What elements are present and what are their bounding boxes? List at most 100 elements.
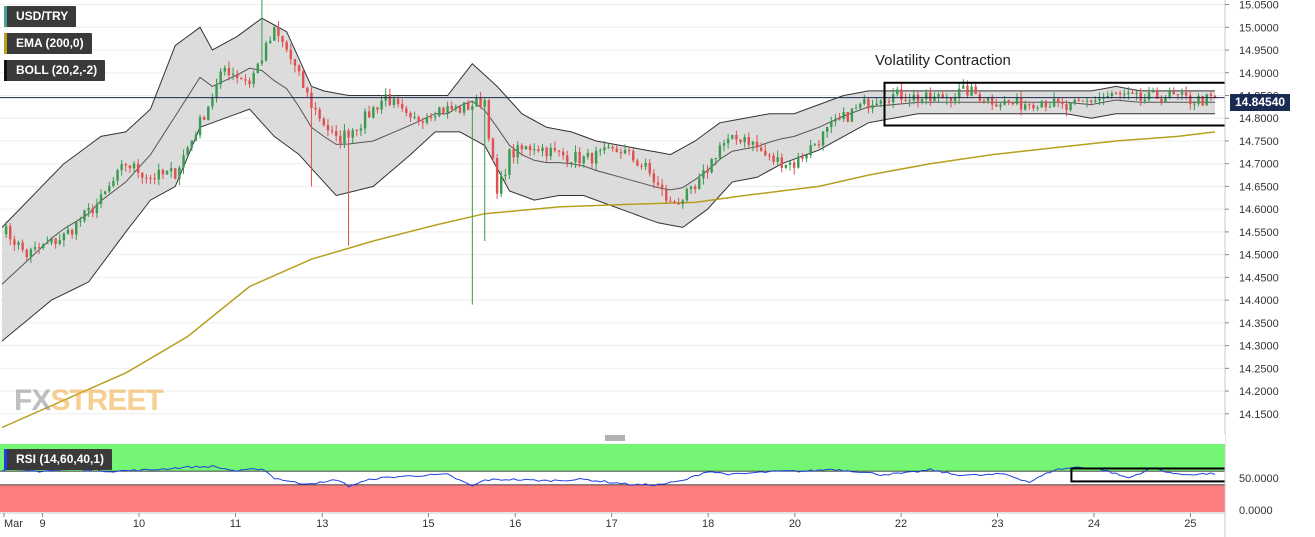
x-tick-label: 25 — [1184, 518, 1196, 530]
candle-body — [747, 137, 750, 145]
watermark-fx: FX — [14, 384, 51, 417]
candle-body — [1073, 99, 1076, 103]
rsi-neutral-zone — [0, 471, 1225, 485]
y-axis: 15.050015.000014.950014.900014.850014.80… — [1224, 0, 1315, 537]
candle-body — [347, 130, 350, 138]
candle-body — [743, 137, 746, 143]
candle-body — [37, 247, 41, 249]
candle-body — [858, 103, 862, 108]
rsi-swatch — [4, 449, 7, 470]
rsi-oversold-zone — [0, 484, 1225, 512]
candle-body — [421, 121, 425, 123]
candle-body — [87, 208, 90, 211]
candle-body — [186, 147, 189, 156]
candle-body — [83, 210, 86, 221]
candle-body — [1081, 100, 1085, 102]
candle-body — [652, 173, 656, 183]
candle-body — [62, 233, 66, 241]
candle-body — [1213, 95, 1217, 99]
candle-body — [409, 112, 412, 118]
candle-body — [231, 74, 235, 76]
candle-body — [116, 170, 119, 181]
candle-body — [50, 238, 53, 243]
x-tick-label: 10 — [133, 518, 145, 530]
x-tick-label: 17 — [606, 518, 618, 530]
legend-symbol[interactable]: USD/TRY — [4, 6, 77, 27]
boll-swatch — [4, 60, 7, 81]
candle-body — [780, 157, 783, 168]
candle-body — [830, 121, 833, 127]
candle-body — [58, 240, 61, 245]
candle-body — [933, 96, 936, 102]
candle-body — [136, 163, 140, 173]
candle-body — [553, 147, 557, 151]
candle-body — [520, 145, 524, 150]
candle-body — [1003, 100, 1006, 105]
legend-boll[interactable]: BOLL (20,2,-2) — [4, 60, 106, 81]
candle-body — [227, 68, 231, 76]
candle-body — [103, 191, 107, 195]
candle-body — [1085, 100, 1089, 102]
candle-body — [594, 150, 598, 164]
panel-splitter[interactable] — [0, 434, 1225, 444]
y-tick-label: 14.3500 — [1239, 318, 1279, 330]
candle-body — [174, 168, 177, 179]
candle-body — [454, 106, 458, 110]
candle-body — [479, 97, 482, 107]
candle-body — [698, 178, 701, 190]
candle-body — [871, 105, 874, 109]
candle-body — [834, 118, 837, 122]
candle-body — [256, 63, 260, 74]
candle-body — [1015, 97, 1019, 105]
candle-body — [599, 150, 602, 152]
y-tick-label: 14.6500 — [1239, 181, 1279, 193]
candle-body — [145, 177, 148, 179]
candle-body — [1040, 101, 1043, 108]
candle-body — [281, 36, 284, 43]
axis-background — [1225, 0, 1315, 537]
candle-body — [1156, 91, 1159, 99]
candle-body — [29, 249, 33, 257]
candle-body — [1135, 92, 1138, 94]
candle-body — [850, 108, 854, 122]
candle-body — [458, 106, 462, 113]
candle-body — [920, 99, 924, 102]
candle-body — [557, 150, 561, 152]
candle-body — [582, 156, 585, 164]
candle-body — [194, 135, 198, 141]
candle-body — [334, 130, 338, 136]
candle-body — [1007, 100, 1010, 103]
candle-body — [112, 180, 115, 186]
rsi-tick-label: 50.0000 — [1239, 473, 1279, 485]
y-tick-label: 15.0000 — [1239, 22, 1279, 34]
candle-body — [887, 101, 891, 103]
x-tick-label: 15 — [422, 518, 434, 530]
candle-body — [1172, 91, 1175, 95]
candle-body — [66, 229, 70, 234]
candle-body — [941, 94, 944, 99]
candle-body — [813, 144, 816, 146]
watermark-street: STREET — [50, 384, 163, 417]
candle-body — [289, 49, 293, 60]
candle-body — [248, 80, 251, 85]
candle-body — [442, 107, 445, 113]
candle-body — [1143, 99, 1147, 101]
legend-rsi[interactable]: RSI (14,60,40,1) — [4, 449, 113, 470]
candle-body — [619, 152, 623, 154]
candle-body — [467, 102, 470, 110]
candle-body — [706, 170, 709, 173]
current-price-tag: 14.84540 — [1230, 94, 1291, 111]
y-tick-label: 14.1500 — [1239, 409, 1279, 421]
candle-body — [673, 201, 676, 204]
candle-body — [95, 203, 99, 214]
candle-body — [99, 194, 103, 204]
candle-body — [908, 100, 911, 102]
candle-body — [1184, 92, 1188, 96]
candle-body — [46, 242, 49, 245]
candle-body — [13, 239, 16, 245]
candle-body — [475, 97, 478, 107]
candle-body — [875, 103, 878, 106]
legend-ema[interactable]: EMA (200,0) — [4, 33, 92, 54]
candle-body — [995, 104, 998, 107]
